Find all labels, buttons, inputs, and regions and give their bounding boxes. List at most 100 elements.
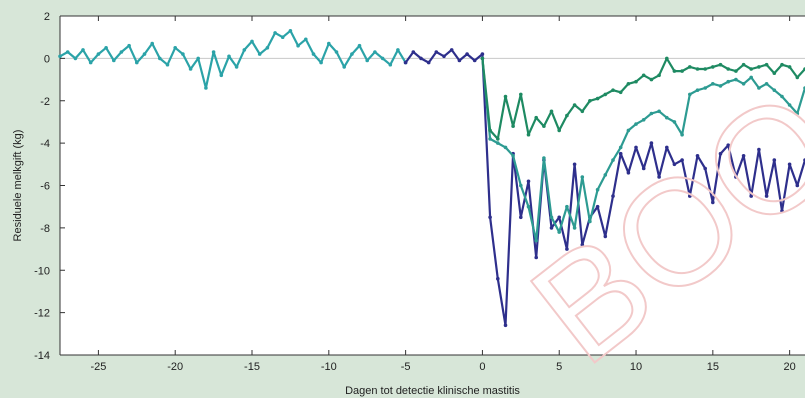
series-2-point <box>780 209 784 213</box>
series-3-point <box>764 82 769 86</box>
series-1-point <box>65 50 70 54</box>
series-3-point <box>626 128 631 133</box>
series-2-point <box>449 48 454 52</box>
series-2-point <box>426 60 431 65</box>
series-4-point <box>680 69 684 73</box>
series-2-point <box>641 166 646 171</box>
series-4-point <box>795 75 800 80</box>
series-4-point <box>772 71 777 75</box>
series-1-point <box>257 52 262 56</box>
series-3-point <box>726 79 730 84</box>
series-3-point <box>795 111 800 116</box>
series-4-point <box>626 82 631 86</box>
series-3-point <box>503 145 508 150</box>
y-tick-label: -4 <box>40 138 50 150</box>
x-tick-label: 20 <box>784 361 796 373</box>
series-2-point <box>787 162 792 167</box>
series-2-point <box>565 247 569 251</box>
series-4-point <box>549 109 554 114</box>
series-1-point <box>196 56 200 61</box>
series-2-point <box>526 179 531 184</box>
series-1-point <box>58 54 62 59</box>
series-2-point <box>688 194 692 198</box>
series-1-point <box>357 43 362 48</box>
series-2-point <box>672 162 677 167</box>
series-4-point <box>488 128 492 133</box>
series-2-point <box>519 215 523 220</box>
series-2-point <box>711 200 715 205</box>
series-4-point <box>565 113 569 118</box>
x-tick-label: 10 <box>630 361 642 373</box>
series-3-point <box>695 88 700 92</box>
series-4-point <box>672 69 677 73</box>
series-4-point <box>711 65 715 69</box>
series-3-point <box>549 215 554 220</box>
series-3-point <box>534 238 538 243</box>
series-1-point <box>188 67 193 71</box>
series-1-point <box>319 60 323 65</box>
series-3-point <box>557 230 561 234</box>
series-1-point <box>304 37 308 42</box>
series-3-point <box>542 156 546 160</box>
y-tick-label: -6 <box>40 181 50 193</box>
series-3-point <box>688 92 692 97</box>
series-1-point <box>365 58 370 63</box>
series-1-point <box>104 46 108 50</box>
series-2-point <box>703 166 707 171</box>
series-2-point <box>549 226 554 230</box>
y-tick-label: -2 <box>40 96 50 108</box>
series-4-point <box>726 67 730 71</box>
series-1-point <box>280 35 285 39</box>
series-4-point <box>764 62 769 67</box>
x-tick-label: -5 <box>401 361 411 373</box>
series-2-point <box>496 276 500 281</box>
series-3-point <box>488 137 492 141</box>
series-4-point <box>665 56 669 61</box>
series-2-point <box>795 183 800 188</box>
series-1-point <box>242 48 247 52</box>
series-2-point <box>726 143 730 147</box>
series-1-point <box>127 43 131 48</box>
series-4-point <box>595 96 600 101</box>
x-tick-label: 15 <box>707 361 719 373</box>
series-3-point <box>734 77 738 82</box>
series-4-point <box>741 62 746 67</box>
series-2-point <box>465 52 469 56</box>
series-1-point <box>265 46 270 50</box>
series-2-point <box>734 175 738 179</box>
series-3-point <box>511 154 515 158</box>
series-3-point <box>665 115 669 120</box>
series-1-point <box>211 50 216 54</box>
y-tick-label: -8 <box>40 223 50 235</box>
series-1-point <box>296 43 300 48</box>
series-4-point <box>703 67 707 71</box>
series-1-point <box>142 52 147 56</box>
series-4-point <box>718 62 723 67</box>
series-1-point <box>135 60 139 65</box>
series-3-point <box>711 82 715 86</box>
series-4-point <box>480 56 485 61</box>
series-4-point <box>787 65 792 69</box>
series-1-point <box>380 56 385 61</box>
series-4-point <box>557 128 561 133</box>
series-3-point <box>780 94 784 99</box>
series-3-point <box>649 111 654 116</box>
series-3-point <box>749 75 753 80</box>
series-2-point <box>764 194 769 198</box>
series-1-point <box>219 73 224 78</box>
series-4-point <box>534 115 538 120</box>
series-1-point <box>273 31 277 35</box>
series-3-point <box>603 173 608 177</box>
series-1-point <box>396 48 400 52</box>
series-3-point <box>718 84 723 88</box>
series-3-point <box>496 141 500 145</box>
series-1-point <box>112 58 116 63</box>
y-tick-label: -10 <box>34 265 50 277</box>
x-tick-label: -15 <box>244 361 260 373</box>
series-1-point <box>165 62 170 67</box>
plot-area <box>60 16 805 355</box>
x-tick-label: -25 <box>90 361 106 373</box>
series-3-point <box>565 204 569 209</box>
series-1-point <box>388 62 393 67</box>
